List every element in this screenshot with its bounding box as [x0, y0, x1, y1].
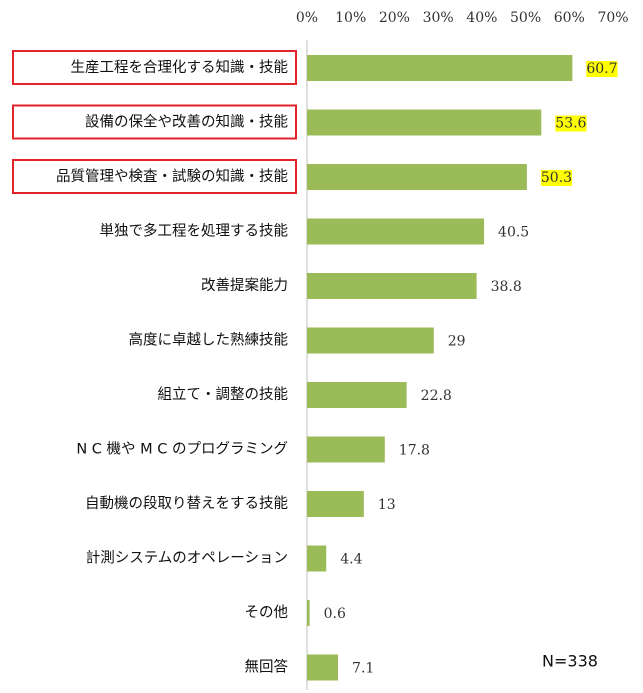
- value-label: 40.5: [498, 225, 529, 241]
- bar: [307, 654, 339, 681]
- bar: [307, 55, 573, 81]
- x-tick-label: 60%: [554, 10, 585, 26]
- bar: [307, 382, 407, 408]
- category-label: 設備の保全や改善の知識・技能: [85, 113, 288, 131]
- category-label: 改善提案能力: [201, 276, 288, 294]
- category-label: 組立て・調整の技能: [158, 386, 289, 403]
- value-label: 53.6: [555, 116, 586, 132]
- annotation: N=338: [542, 652, 598, 671]
- category-label: 品質管理や検査・試験の知識・技能: [56, 167, 288, 185]
- value-label: 50.3: [541, 170, 572, 186]
- bar: [307, 327, 434, 354]
- category-label: 高度に卓越した熟練技能: [129, 332, 289, 349]
- bar: [307, 109, 542, 136]
- category-label: 生産工程を合理化する知識・技能: [71, 59, 289, 76]
- value-label: 38.8: [491, 279, 522, 295]
- x-tick-label: 70%: [597, 10, 628, 26]
- category-label: N C 機や M C のプログラミング: [76, 441, 288, 458]
- value-label: 7.1: [352, 661, 374, 677]
- label-box: [12, 50, 297, 85]
- x-tick-label: 20%: [379, 10, 410, 26]
- value-label: 60.7: [586, 61, 617, 77]
- category-label: 自動機の段取り替えをする技能: [85, 495, 288, 512]
- value-label: 13: [378, 497, 396, 513]
- x-tick-label: 30%: [423, 10, 454, 26]
- bar: [307, 218, 485, 245]
- bar: [307, 545, 327, 572]
- bar: [307, 436, 385, 463]
- label-box: [12, 159, 297, 194]
- bar: [307, 600, 310, 626]
- x-tick-label: 0%: [296, 10, 318, 26]
- bar: [307, 491, 364, 517]
- bar: [307, 164, 527, 190]
- value-label: 0.6: [324, 606, 346, 622]
- bar: [307, 273, 477, 299]
- label-box: [12, 104, 297, 140]
- value-highlight: [540, 170, 573, 186]
- category-label: 計測システムのオペレーション: [86, 550, 288, 567]
- category-label: 単独で多工程を処理する技能: [100, 223, 289, 240]
- value-label: 17.8: [399, 443, 430, 459]
- value-highlight: [555, 115, 587, 132]
- category-label: 無回答: [245, 659, 289, 676]
- value-label: 29: [448, 334, 466, 350]
- x-tick-label: 40%: [466, 10, 497, 26]
- x-tick-label: 10%: [335, 10, 366, 26]
- x-tick-label: 50%: [510, 10, 541, 26]
- value-highlight: [586, 61, 618, 77]
- category-label: その他: [245, 604, 289, 621]
- value-label: 4.4: [340, 552, 362, 568]
- value-label: 22.8: [421, 388, 452, 404]
